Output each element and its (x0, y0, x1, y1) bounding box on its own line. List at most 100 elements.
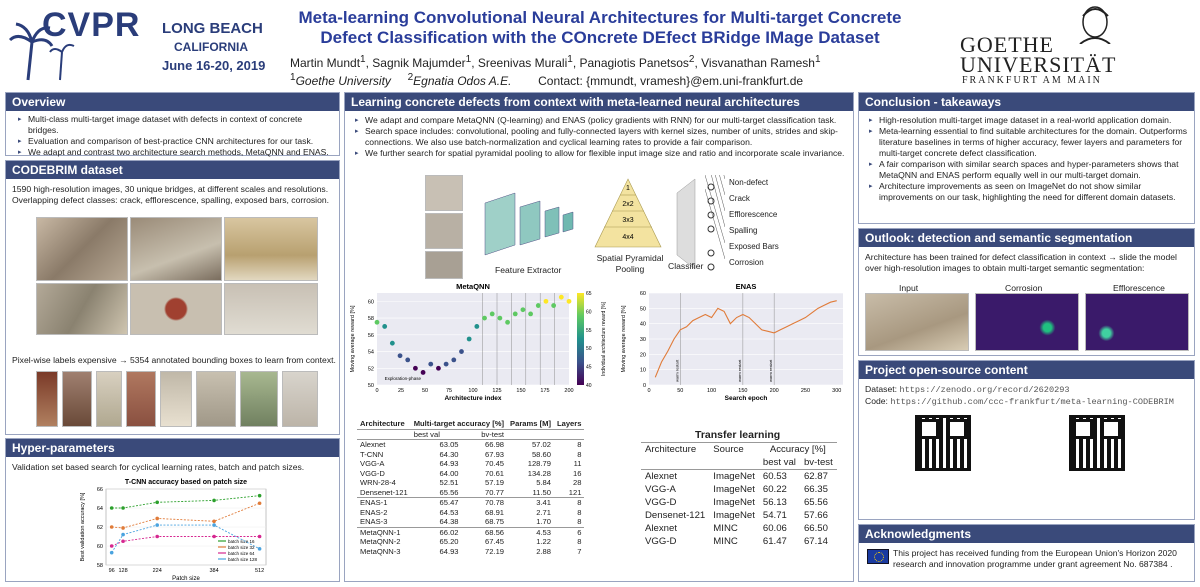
results-cell: 2.88 (536, 546, 551, 556)
metaqnn-point (566, 298, 572, 304)
patch-chart-point (212, 498, 216, 503)
learning-item: We further search for spatial pyramidal … (355, 148, 845, 159)
metaqnn-cbar-tick: 40 (586, 383, 592, 389)
metaqnn-point (397, 353, 403, 359)
results-cell: 8 (577, 507, 582, 517)
metaqnn-point (443, 361, 449, 367)
dataset-link[interactable]: https://zenodo.org/record/2620293 (899, 385, 1070, 395)
patch-chart-ytick: 64 (97, 506, 103, 512)
results-subheader: bv-test (481, 429, 505, 439)
dataset-qr-code[interactable] (915, 415, 971, 471)
metaqnn-xtick: 125 (492, 388, 501, 394)
defect-photo-1 (36, 217, 128, 281)
transfer-cell: Densenet-121 (645, 510, 706, 521)
overview-panel: Overview Multi-class multi-target image … (5, 92, 340, 158)
results-cell: T-CNN (360, 449, 384, 459)
opensource-title: Project open-source content (859, 361, 1194, 379)
enas-restart-label: warm restart (768, 359, 773, 382)
learning-item: We adapt and compare MetaQNN (Q-learning… (355, 115, 845, 126)
results-cell: 58.60 (531, 449, 551, 459)
patch-chart-point (212, 523, 216, 527)
metaqnn-point (543, 298, 549, 304)
results-cell: 66.02 (439, 527, 459, 537)
results-cell: 11 (573, 459, 582, 468)
transfer-header: Source (713, 444, 744, 455)
results-row: ENAS-3 64.38 68.75 1.70 8 (357, 517, 584, 527)
transfer-cell: 66.35 (803, 484, 828, 495)
metaqnn-plot-area (377, 293, 569, 385)
results-row: ENAS-1 65.47 70.78 3.41 8 (357, 497, 585, 508)
patch-chart-xtick: 512 (255, 568, 264, 574)
metaqnn-title: MetaQNN (456, 282, 490, 291)
transfer-cell: MINC (713, 523, 738, 534)
metaqnn-ytick: 58 (368, 316, 374, 322)
author-affiliation: 1 (465, 54, 472, 65)
patch-legend-label: batch size 64 (228, 551, 255, 556)
metaqnn-point (466, 336, 472, 342)
results-cell: 2.71 (536, 507, 551, 517)
results-cell: ENAS-3 (360, 517, 388, 526)
transfer-row: VGG-D ImageNet 56.13 65.56 (641, 496, 837, 509)
goethe-logo: GOETHE UNIVERSITÄT FRANKFURT AM MAIN (960, 4, 1192, 86)
metaqnn-xtick: 50 (422, 388, 428, 394)
metaqnn-point (459, 349, 464, 354)
hyper-panel: Hyper-parameters Validation set based se… (5, 438, 340, 582)
results-cell: 64.93 (439, 546, 459, 556)
results-cell: 4.53 (536, 527, 551, 537)
transfer-cell: 66.50 (803, 523, 828, 534)
results-cell: 16 (573, 468, 582, 478)
metaqnn-xtick: 0 (375, 388, 378, 394)
defect-photo-3 (224, 217, 318, 281)
conclusion-item: High-resolution multi-target image datas… (869, 115, 1188, 126)
metaqnn-point (558, 294, 564, 300)
transfer-cell: 57.66 (803, 510, 828, 521)
class-connector (705, 188, 725, 260)
author-name: Panagiotis Panetsos (579, 56, 689, 70)
class-label: Spalling (729, 226, 758, 235)
conclusion-item: A fair comparison with similar search sp… (869, 159, 1188, 181)
cvpr-logo: CVPR LONG BEACH CALIFORNIA June 16-20, 2… (6, 6, 276, 86)
patch-chart-point (109, 544, 114, 548)
patch-chart-point (257, 547, 262, 551)
results-cell: 7 (577, 546, 582, 556)
overview-item: We adapt and contrast two architecture s… (18, 147, 333, 158)
codebrim-text-3: Pixel-wise labels expensive → 5354 annot… (12, 355, 336, 365)
results-row: MetaQNN-1 66.02 68.56 4.53 6 (357, 527, 585, 537)
learning-title: Learning concrete defects from context w… (345, 93, 853, 111)
author-name: Visvanathan Ramesh (701, 56, 815, 70)
crop-5 (160, 371, 192, 427)
metaqnn-point (474, 324, 480, 329)
metaqnn-point (512, 311, 518, 317)
patch-chart-xtick: 224 (153, 568, 162, 574)
transfer-cell: ImageNet (713, 484, 755, 495)
class-connector (719, 175, 725, 196)
conclusion-title: Conclusion - takeaways (859, 93, 1194, 111)
metaqnn-point (482, 315, 487, 321)
transfer-cell: 60.53 (762, 471, 787, 482)
results-cell: 67.45 (485, 537, 505, 546)
cvpr-city: LONG BEACH (162, 20, 263, 37)
code-qr-code[interactable] (1069, 415, 1125, 471)
crop-1 (36, 371, 58, 427)
defect-photo-4 (36, 283, 128, 335)
metaqnn-point (436, 365, 441, 371)
code-link[interactable]: https://github.com/ccc-frankfurt/meta-le… (890, 397, 1174, 407)
results-cell: 70.78 (485, 498, 505, 507)
results-cell: 68.91 (485, 507, 505, 517)
patch-chart-ylabel: Best validation accuracy [%] (80, 492, 86, 561)
crop-8 (282, 371, 318, 427)
code-line: Code: https://github.com/ccc-frankfurt/m… (859, 396, 1194, 408)
results-row: VGG-D 64.00 70.61 134.28 16 (357, 469, 584, 479)
results-cell: 8 (577, 449, 582, 459)
metaqnn-xtick: 75 (446, 388, 452, 394)
results-cell: 64.93 (439, 459, 459, 468)
author-name: Sreenivas Murali (477, 56, 568, 70)
page-title: Meta-learning Convolutional Neural Archi… (290, 8, 910, 48)
patch-chart-point (109, 550, 114, 555)
results-cell: 65.56 (439, 487, 459, 497)
patch-chart-xtick: 128 (118, 568, 127, 574)
results-cell: 52.51 (439, 478, 459, 487)
author-name: Martin Mundt (290, 56, 361, 70)
results-cell: 6 (577, 527, 582, 537)
input-patch-3 (425, 251, 463, 279)
